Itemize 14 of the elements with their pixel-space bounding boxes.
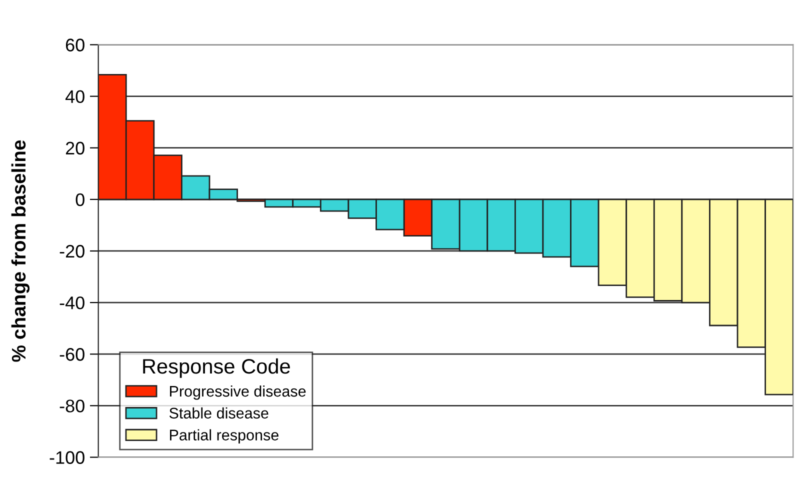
y-tick-label: -60 — [60, 348, 84, 361]
y-axis-title: % change from baseline — [11, 140, 30, 362]
y-tick-label: 20 — [66, 142, 84, 155]
legend-label: Progressive disease — [170, 385, 306, 400]
y-tick-label: 0 — [76, 193, 84, 206]
y-tick-label: -100 — [50, 451, 84, 464]
y-tick-label: -20 — [60, 244, 84, 258]
y-tick-label: 40 — [65, 90, 84, 104]
y-tick-label: -80 — [60, 400, 84, 412]
y-tick-label: 60 — [66, 38, 84, 52]
legend-label: Stable disease — [169, 407, 268, 419]
legend-title: Response Code — [143, 358, 290, 378]
y-tick-label: -40 — [60, 296, 84, 310]
legend-label: Partial response — [170, 429, 278, 444]
